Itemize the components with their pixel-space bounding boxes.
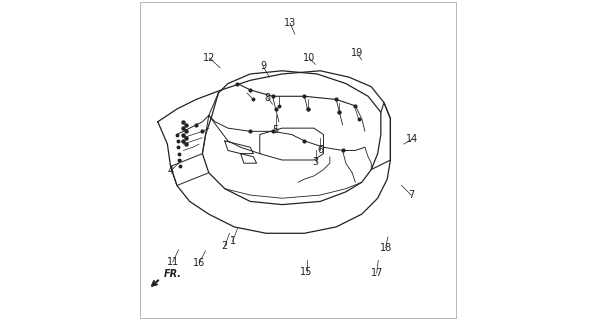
Text: 10: 10 — [303, 53, 315, 63]
Text: 8: 8 — [265, 93, 271, 103]
Text: 11: 11 — [167, 257, 179, 267]
Text: 7: 7 — [408, 190, 414, 200]
Text: 5: 5 — [272, 125, 279, 135]
Text: 14: 14 — [406, 134, 418, 144]
Text: 16: 16 — [193, 258, 206, 268]
Text: 2: 2 — [222, 241, 228, 251]
Text: 4: 4 — [167, 166, 173, 176]
Text: 18: 18 — [380, 243, 392, 252]
Text: 19: 19 — [351, 48, 363, 58]
Text: 13: 13 — [284, 18, 296, 28]
Text: 17: 17 — [371, 268, 383, 278]
Text: 1: 1 — [229, 236, 236, 246]
Text: 15: 15 — [300, 267, 313, 277]
Text: 6: 6 — [317, 146, 324, 156]
Text: FR.: FR. — [164, 269, 182, 279]
Text: 3: 3 — [312, 156, 319, 167]
Text: 9: 9 — [260, 61, 266, 71]
Text: 12: 12 — [203, 53, 216, 63]
